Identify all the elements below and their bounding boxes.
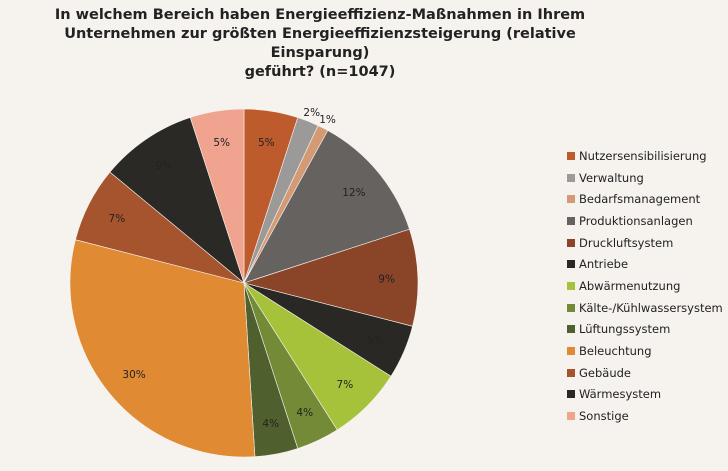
legend-label: Kälte-/Kühlwassersystem: [579, 300, 723, 315]
legend-label: Beleuchtung: [579, 344, 652, 359]
slice-label-2: 1%: [319, 114, 336, 126]
pie-slice-4: [242, 228, 419, 327]
legend-label: Wärmesystem: [579, 387, 662, 402]
legend-swatch: [567, 195, 575, 204]
legend-swatch: [567, 303, 575, 312]
legend-swatch: [567, 260, 575, 269]
slice-label-4: 9%: [378, 274, 395, 286]
legend-swatch: [567, 238, 575, 247]
slice-label-0: 5%: [258, 137, 275, 149]
legend-label: Sonstige: [579, 409, 629, 424]
legend-swatch: [567, 173, 575, 182]
slice-label-5: 5%: [367, 335, 384, 347]
legend-item: Sonstige: [567, 405, 723, 427]
legend-item: Kälte-/Kühlwassersystem: [567, 297, 723, 319]
legend-label: Abwärmenutzung: [579, 278, 681, 293]
slice-label-7: 4%: [296, 407, 313, 419]
legend-item: Antriebe: [567, 253, 723, 275]
pie-slice-11: [109, 117, 245, 284]
chart-title: In welchem Bereich haben Energieeffizien…: [40, 6, 600, 82]
legend-label: Nutzersensibilisierung: [579, 148, 707, 163]
legend-item: Druckluftsystem: [567, 232, 723, 254]
title-line-2: Unternehmen zur größten Energieeffizienz…: [64, 26, 576, 61]
legend-item: Bedarfsmanagement: [567, 188, 723, 210]
title-line-1: In welchem Bereich haben Energieeffizien…: [54, 7, 586, 23]
slice-label-12: 5%: [213, 137, 230, 149]
legend-item: Lüftungssystem: [567, 319, 723, 341]
slice-label-9: 30%: [122, 369, 145, 381]
legend-label: Produktionsanlagen: [579, 213, 693, 228]
legend-item: Verwaltung: [567, 167, 723, 189]
legend-swatch: [567, 325, 575, 334]
legend-item: Beleuchtung: [567, 340, 723, 362]
legend-swatch: [567, 412, 575, 421]
pie-slice-12: [189, 108, 245, 284]
legend-item: Nutzersensibilisierung: [567, 145, 723, 167]
legend-label: Druckluftsystem: [579, 235, 674, 250]
legend-item: Wärmesystem: [567, 384, 723, 406]
legend-label: Antriebe: [579, 257, 629, 272]
legend-swatch: [567, 216, 575, 225]
pie-slice-3: [243, 130, 410, 284]
legend-item: Abwärmenutzung: [567, 275, 723, 297]
legend-label: Gebäude: [579, 365, 631, 380]
legend-label: Verwaltung: [579, 170, 644, 185]
legend-swatch: [567, 390, 575, 399]
slice-label-8: 4%: [262, 418, 279, 430]
legend-swatch: [567, 281, 575, 290]
legend-item: Gebäude: [567, 362, 723, 384]
slice-label-6: 7%: [337, 379, 354, 391]
legend: Nutzersensibilisierung Verwaltung Bedarfsm…: [567, 145, 723, 427]
legend-swatch: [567, 347, 575, 356]
legend-label: Lüftungssystem: [579, 322, 671, 337]
legend-label: Bedarfsmanagement: [579, 192, 701, 207]
slice-label-10: 7%: [109, 213, 126, 225]
title-line-3: geführt? (n=1047): [244, 64, 396, 80]
slice-label-3: 12%: [342, 187, 365, 199]
legend-swatch: [567, 151, 575, 160]
slice-label-11: 9%: [155, 160, 172, 172]
pie-slice-9: [69, 239, 256, 458]
legend-item: Produktionsanlagen: [567, 210, 723, 232]
legend-swatch: [567, 368, 575, 377]
slice-label-1: 2%: [303, 107, 320, 119]
